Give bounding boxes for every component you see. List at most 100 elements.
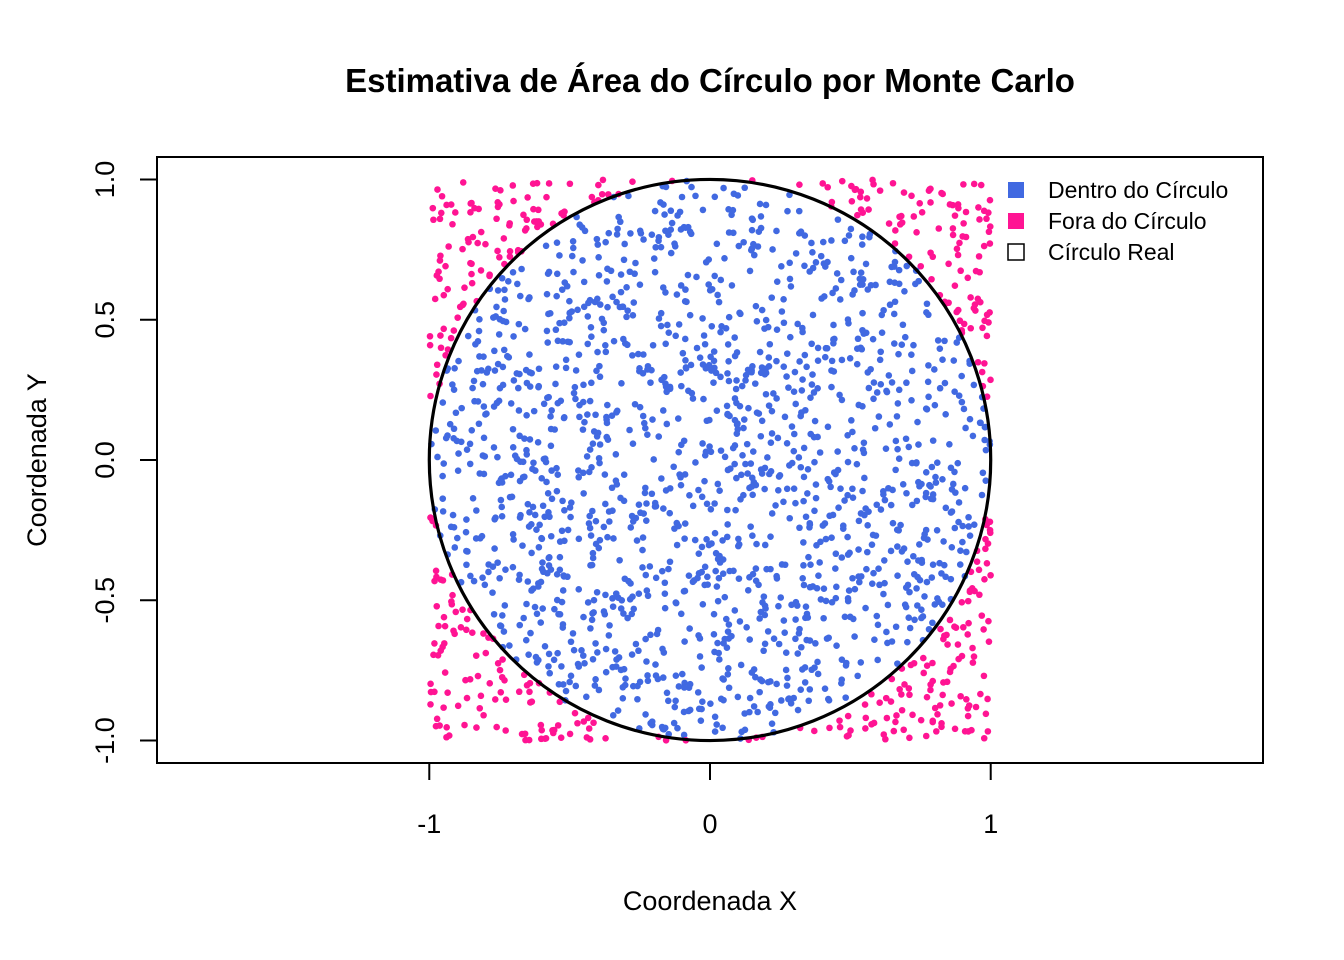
point-inside [639, 412, 647, 420]
point-outside [530, 205, 537, 213]
point-inside [770, 390, 777, 397]
point-inside [510, 377, 518, 384]
point-inside [447, 523, 455, 531]
point-inside [644, 592, 652, 600]
point-inside [851, 585, 859, 593]
point-inside [799, 666, 806, 673]
point-outside [494, 247, 501, 255]
point-inside [695, 632, 702, 639]
point-inside [874, 621, 882, 629]
point-inside [832, 550, 840, 558]
point-inside [786, 191, 793, 199]
point-inside [925, 393, 932, 401]
point-inside [677, 369, 684, 376]
point-inside [535, 656, 542, 664]
x-tick-label: -1 [417, 809, 441, 839]
point-inside [761, 541, 769, 549]
point-inside [530, 407, 538, 415]
point-inside [721, 254, 728, 262]
point-outside [923, 662, 931, 669]
point-inside [509, 531, 517, 538]
point-outside [435, 268, 442, 276]
point-outside [558, 210, 565, 217]
point-inside [781, 413, 789, 421]
point-inside [469, 384, 476, 392]
point-inside [714, 480, 722, 488]
point-inside [694, 574, 701, 582]
point-outside [811, 727, 818, 735]
point-inside [725, 664, 732, 672]
point-inside [595, 454, 603, 462]
point-inside [751, 380, 759, 387]
point-inside [538, 475, 546, 482]
point-inside [757, 432, 765, 440]
point-outside [928, 275, 935, 283]
point-inside [534, 439, 542, 446]
point-outside [459, 606, 466, 613]
point-inside [735, 541, 743, 548]
point-inside [679, 349, 687, 357]
point-inside [737, 661, 745, 669]
point-inside [890, 310, 898, 318]
point-inside [580, 381, 587, 389]
point-inside [535, 365, 543, 373]
point-inside [499, 612, 506, 619]
point-inside [713, 240, 721, 248]
point-outside [437, 252, 444, 260]
point-inside [498, 513, 506, 520]
point-inside [475, 327, 483, 335]
point-outside [978, 368, 986, 376]
point-inside [525, 295, 532, 303]
point-inside [913, 585, 920, 592]
point-inside [586, 446, 594, 453]
point-inside [951, 524, 959, 532]
point-inside [806, 524, 813, 531]
point-outside [929, 677, 937, 685]
point-inside [541, 643, 549, 650]
point-inside [615, 213, 622, 221]
point-inside [701, 340, 709, 348]
point-inside [681, 535, 688, 542]
point-inside [526, 509, 533, 516]
point-outside [863, 195, 871, 202]
point-inside [661, 211, 668, 218]
point-inside [657, 309, 665, 317]
point-inside [685, 572, 693, 579]
point-inside [716, 656, 723, 663]
point-inside [859, 281, 866, 288]
point-outside [981, 360, 988, 367]
point-outside [461, 284, 468, 291]
point-inside [942, 504, 950, 512]
point-inside [644, 677, 652, 685]
point-inside [733, 474, 740, 482]
point-inside [849, 485, 856, 493]
point-inside [898, 341, 906, 349]
point-inside [784, 207, 791, 215]
point-inside [594, 649, 601, 656]
point-inside [916, 576, 924, 584]
point-inside [642, 571, 650, 579]
point-inside [771, 709, 779, 717]
point-inside [862, 604, 869, 612]
point-outside [493, 215, 500, 223]
point-inside [940, 538, 947, 545]
point-inside [946, 441, 953, 448]
point-inside [830, 368, 838, 375]
point-inside [543, 327, 551, 335]
point-outside [506, 222, 513, 229]
point-inside [756, 200, 764, 208]
point-inside [643, 658, 650, 665]
point-inside [570, 268, 577, 276]
point-inside [667, 249, 675, 257]
point-inside [947, 575, 955, 583]
point-inside [719, 537, 726, 544]
point-inside [748, 215, 756, 222]
point-inside [836, 296, 844, 303]
point-inside [717, 276, 725, 284]
point-inside [821, 353, 829, 361]
point-inside [677, 473, 684, 481]
point-inside [899, 321, 907, 329]
point-outside [976, 591, 983, 599]
point-inside [627, 230, 634, 237]
